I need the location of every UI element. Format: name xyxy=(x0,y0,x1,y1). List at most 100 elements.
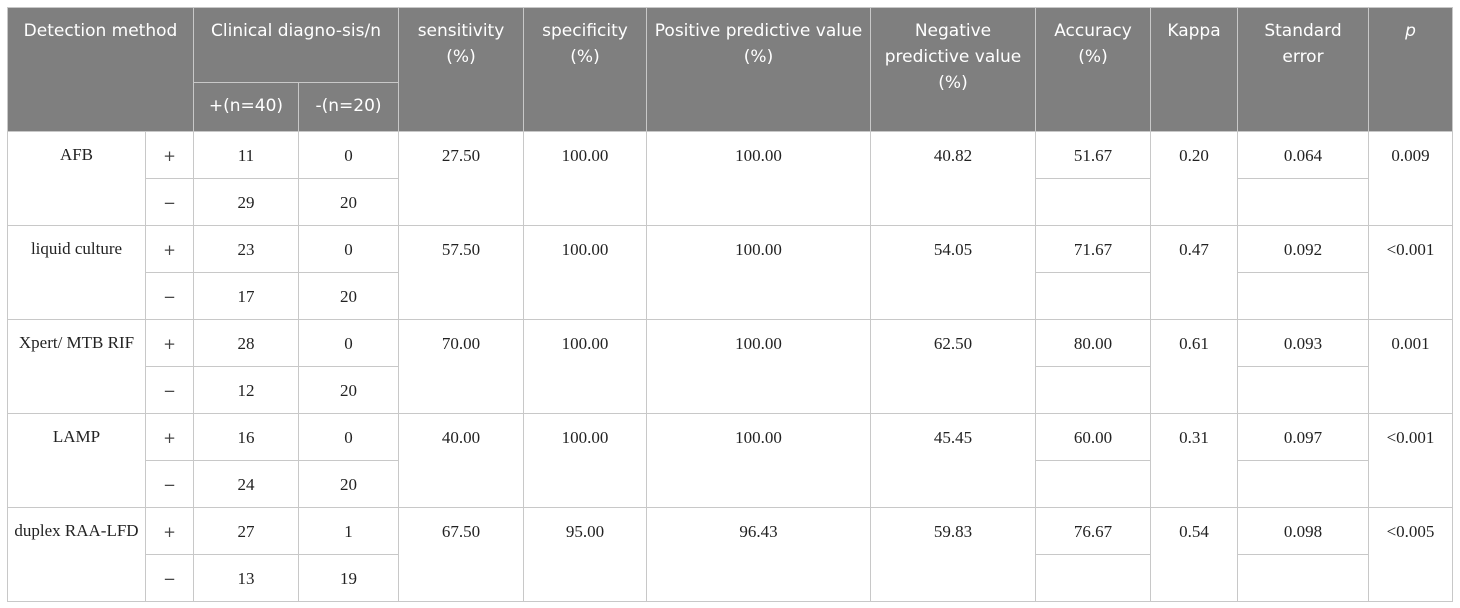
method-cell: Xpert/ MTB RIF xyxy=(7,319,146,414)
header-detection-method: Detection method xyxy=(7,7,194,132)
accuracy-cell: 60.00 xyxy=(1035,413,1151,461)
standard-error-empty-cell xyxy=(1237,272,1369,320)
p-value-cell: <0.001 xyxy=(1368,225,1453,320)
table-row: −17 20 xyxy=(8,272,1453,320)
table-header: Detection method Clinical diagno-sis/n s… xyxy=(7,7,1453,132)
npv-cell: 59.83 xyxy=(870,507,1036,602)
positive-positive-count: 11 xyxy=(193,131,299,179)
header-accuracy: Accuracy (%) xyxy=(1035,7,1151,132)
plus-sign: + xyxy=(145,319,194,367)
p-value-cell: <0.001 xyxy=(1368,413,1453,508)
ppv-cell: 100.00 xyxy=(646,319,871,414)
plus-sign: + xyxy=(145,225,194,273)
positive-negative-count: 0 xyxy=(298,225,399,273)
positive-negative-count: 1 xyxy=(298,507,399,555)
kappa-cell: 0.61 xyxy=(1150,319,1238,414)
accuracy-empty-cell xyxy=(1035,272,1151,320)
accuracy-empty-cell xyxy=(1035,178,1151,226)
kappa-cell: 0.31 xyxy=(1150,413,1238,508)
kappa-cell: 0.47 xyxy=(1150,225,1238,320)
minus-sign: − xyxy=(145,178,194,226)
p-value-cell: <0.005 xyxy=(1368,507,1453,602)
npv-cell: 45.45 xyxy=(870,413,1036,508)
positive-positive-count: 27 xyxy=(193,507,299,555)
minus-sign: − xyxy=(145,366,194,414)
npv-cell: 62.50 xyxy=(870,319,1036,414)
method-cell: duplex RAA-LFD xyxy=(7,507,146,602)
header-positive-group: +(n=40) xyxy=(193,82,299,132)
plus-sign: + xyxy=(145,131,194,179)
standard-error-cell: 0.098 xyxy=(1237,507,1369,555)
p-value-cell: 0.001 xyxy=(1368,319,1453,414)
minus-sign: − xyxy=(145,460,194,508)
positive-negative-count: 0 xyxy=(298,413,399,461)
positive-negative-count: 0 xyxy=(298,319,399,367)
positive-positive-count: 28 xyxy=(193,319,299,367)
kappa-cell: 0.54 xyxy=(1150,507,1238,602)
minus-sign: − xyxy=(145,554,194,602)
negative-negative-count: 20 xyxy=(298,178,399,226)
specificity-cell: 100.00 xyxy=(523,131,647,226)
header-kappa: Kappa xyxy=(1150,7,1238,132)
specificity-cell: 100.00 xyxy=(523,225,647,320)
method-cell: LAMP xyxy=(7,413,146,508)
positive-positive-count: 23 xyxy=(193,225,299,273)
accuracy-empty-cell xyxy=(1035,554,1151,602)
results-table: Detection method Clinical diagno-sis/n s… xyxy=(7,7,1453,602)
sensitivity-cell: 40.00 xyxy=(398,413,524,508)
negative-positive-count: 29 xyxy=(193,178,299,226)
standard-error-empty-cell xyxy=(1237,366,1369,414)
header-standard-error: Standard error xyxy=(1237,7,1369,132)
sensitivity-cell: 70.00 xyxy=(398,319,524,414)
table-row: LAMP +16 0 40.00 100.00 100.00 45.45 60.00 0.31 0… xyxy=(7,413,1453,508)
accuracy-empty-cell xyxy=(1035,366,1151,414)
plus-sign: + xyxy=(145,507,194,555)
accuracy-cell: 76.67 xyxy=(1035,507,1151,555)
positive-positive-count: 16 xyxy=(193,413,299,461)
negative-positive-count: 17 xyxy=(193,272,299,320)
negative-positive-count: 24 xyxy=(193,460,299,508)
negative-negative-count: 20 xyxy=(298,366,399,414)
minus-sign: − xyxy=(145,272,194,320)
standard-error-empty-cell xyxy=(1237,554,1369,602)
table-row: duplex RAA-LFD +27 1 67.50 95.00 96.43 59.83 76… xyxy=(7,507,1453,602)
method-cell: liquid culture xyxy=(7,225,146,320)
ppv-cell: 96.43 xyxy=(646,507,871,602)
ppv-cell: 100.00 xyxy=(646,131,871,226)
npv-cell: 40.82 xyxy=(870,131,1036,226)
header-ppv: Positive predictive value (%) xyxy=(646,7,871,132)
accuracy-cell: 80.00 xyxy=(1035,319,1151,367)
standard-error-cell: 0.064 xyxy=(1237,131,1369,179)
npv-cell: 54.05 xyxy=(870,225,1036,320)
specificity-cell: 100.00 xyxy=(523,319,647,414)
kappa-cell: 0.20 xyxy=(1150,131,1238,226)
negative-positive-count: 12 xyxy=(193,366,299,414)
standard-error-cell: 0.097 xyxy=(1237,413,1369,461)
table-row: Xpert/ MTB RIF +28 0 70.00 100.00 100.00 62.50… xyxy=(7,319,1453,414)
table-row: −29 20 xyxy=(8,178,1453,226)
standard-error-cell: 0.092 xyxy=(1237,225,1369,273)
header-p-value: p xyxy=(1368,7,1453,132)
header-specificity: specificity (%) xyxy=(523,7,647,132)
header-npv: Negative predictive value (%) xyxy=(870,7,1036,132)
table-row: AFB +11 0 27.50 100.00 100.00 40.82 51.67 0.20 0.… xyxy=(7,131,1453,226)
negative-negative-count: 20 xyxy=(298,460,399,508)
standard-error-cell: 0.093 xyxy=(1237,319,1369,367)
table-row: liquid culture +23 0 57.50 100.00 100.00 54.05… xyxy=(7,225,1453,320)
sensitivity-cell: 67.50 xyxy=(398,507,524,602)
accuracy-empty-cell xyxy=(1035,460,1151,508)
method-cell: AFB xyxy=(7,131,146,226)
negative-negative-count: 19 xyxy=(298,554,399,602)
specificity-cell: 95.00 xyxy=(523,507,647,602)
accuracy-cell: 71.67 xyxy=(1035,225,1151,273)
specificity-cell: 100.00 xyxy=(523,413,647,508)
standard-error-empty-cell xyxy=(1237,178,1369,226)
header-negative-group: -(n=20) xyxy=(298,82,399,132)
p-value-cell: 0.009 xyxy=(1368,131,1453,226)
results-table-container: Detection method Clinical diagno-sis/n s… xyxy=(7,7,1453,602)
negative-positive-count: 13 xyxy=(193,554,299,602)
table-body: AFB +11 0 27.50 100.00 100.00 40.82 51.67 0.20 0.… xyxy=(7,131,1453,602)
accuracy-cell: 51.67 xyxy=(1035,131,1151,179)
positive-negative-count: 0 xyxy=(298,131,399,179)
sensitivity-cell: 27.50 xyxy=(398,131,524,226)
